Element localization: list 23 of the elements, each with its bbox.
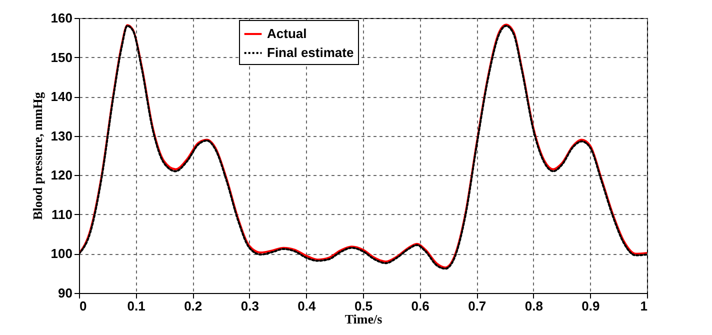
y-tick-label: 160: [50, 10, 72, 26]
y-tick-label: 90: [58, 286, 72, 300]
y-tick-label: 130: [50, 128, 72, 144]
x-tick-label: 0: [80, 298, 87, 314]
y-tick-label: 120: [50, 168, 72, 183]
legend-label: Actual: [267, 26, 307, 41]
x-tick-label: 0.8: [524, 298, 543, 314]
y-tick-label: 100: [50, 246, 72, 262]
x-tick-label: 0.4: [298, 298, 317, 314]
y-tick-label: 140: [50, 89, 72, 104]
y-tick-label: 110: [52, 206, 72, 222]
x-axis-title: Time/s: [344, 312, 382, 326]
x-tick-label: 0.3: [240, 298, 259, 314]
x-tick-label: 0.7: [468, 298, 486, 314]
legend-label: Final estimate: [267, 45, 354, 60]
x-tick-label: 1: [640, 298, 648, 314]
y-axis-title: Blood pressure, mmHg: [30, 92, 45, 220]
x-tick-label: 0.1: [127, 298, 146, 314]
x-tick-label: 0.2: [184, 298, 202, 314]
x-tick-label: 0.6: [411, 298, 430, 314]
x-tick-label: 0.5: [354, 298, 373, 314]
x-tick-label: 0.9: [582, 298, 600, 314]
y-tick-label: 150: [50, 50, 72, 65]
